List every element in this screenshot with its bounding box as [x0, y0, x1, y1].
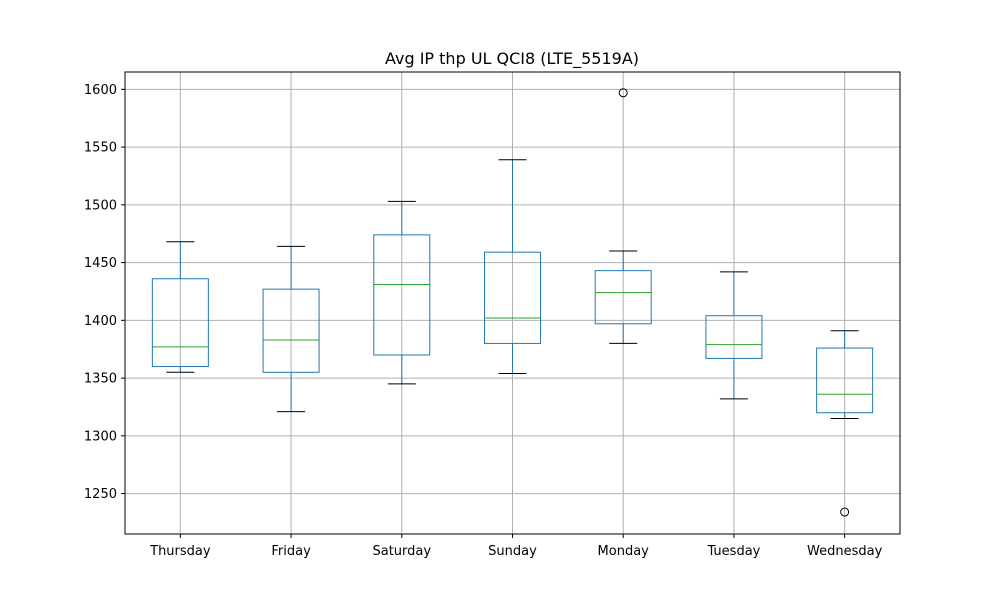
iqr-box [594, 270, 652, 325]
y-tick-label: 1350 [84, 372, 117, 387]
outlier-point [618, 88, 628, 98]
box-group [262, 245, 320, 413]
y-tick-label: 1450 [84, 256, 117, 271]
y-tick-label: 1550 [84, 141, 117, 156]
iqr-box [484, 251, 541, 344]
chart-title: Avg IP thp UL QCI8 (LTE_5519A) [385, 49, 639, 69]
y-tick-label: 1250 [84, 487, 117, 502]
x-tick-label: Tuesday [706, 544, 760, 559]
y-tick-label: 1400 [84, 314, 117, 329]
box-group [151, 241, 209, 373]
x-tick-label: Friday [271, 544, 311, 559]
axis-layer: 1250 1300 1350 1400 1450 1500 1550 1600 Thursday… [84, 83, 883, 559]
y-tick-label: 1600 [84, 83, 117, 98]
x-tick-label: Monday [598, 544, 650, 559]
box-group [484, 159, 541, 374]
iqr-box [262, 288, 320, 373]
x-tick-label: Thursday [149, 544, 211, 559]
iqr-box [705, 315, 763, 359]
iqr-box [151, 278, 209, 368]
y-tick-label: 1500 [84, 198, 117, 213]
box-layer [151, 88, 874, 517]
grid-layer [125, 72, 900, 534]
box-group [594, 88, 652, 344]
box-group [373, 200, 431, 385]
x-tick-label: Sunday [488, 544, 537, 559]
box-group [705, 271, 763, 400]
y-tick-label: 1300 [84, 429, 117, 444]
box-group [816, 330, 874, 517]
x-tick-label: Saturday [372, 544, 431, 559]
x-tick-label: Wednesday [807, 544, 883, 559]
iqr-box [816, 347, 874, 414]
iqr-box [373, 234, 431, 356]
plot-frame [124, 71, 901, 535]
outlier-point [840, 507, 850, 517]
